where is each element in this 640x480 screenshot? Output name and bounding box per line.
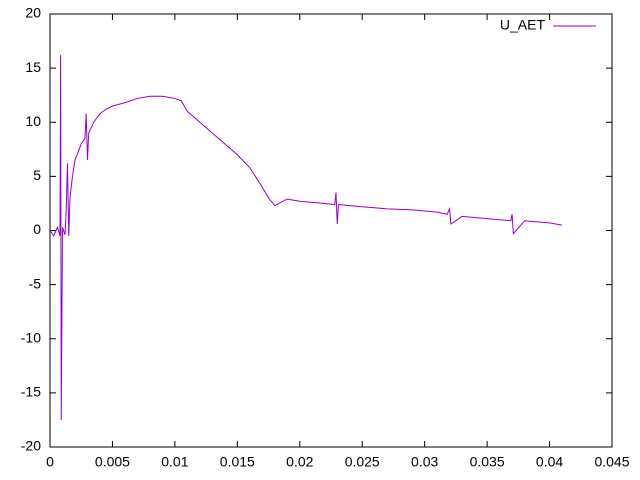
x-tick-label: 0.025: [345, 454, 380, 470]
y-tick-label: -10: [21, 329, 41, 345]
x-tick-label: 0: [46, 454, 54, 470]
y-tick-label: 15: [25, 59, 41, 75]
x-tick-label: 0.03: [411, 454, 438, 470]
x-tick-label: 0.02: [286, 454, 313, 470]
y-tick-label: 0: [33, 221, 41, 237]
legend-label: U_AET: [500, 17, 546, 33]
data-line: [49, 55, 563, 420]
x-tick-label: 0.045: [594, 454, 629, 470]
x-tick-label: 0.01: [161, 454, 188, 470]
x-tick-label: 0.04: [536, 454, 563, 470]
y-tick-label: 5: [33, 167, 41, 183]
y-tick-label: -20: [21, 438, 41, 454]
y-tick-label: 10: [25, 113, 41, 129]
x-tick-label: 0.035: [470, 454, 505, 470]
x-tick-label: 0.005: [95, 454, 130, 470]
y-tick-label: 20: [25, 5, 41, 21]
y-tick-label: -5: [29, 275, 42, 291]
plot-frame: [49, 13, 613, 448]
y-tick-label: -15: [21, 384, 41, 400]
x-tick-label: 0.015: [220, 454, 255, 470]
